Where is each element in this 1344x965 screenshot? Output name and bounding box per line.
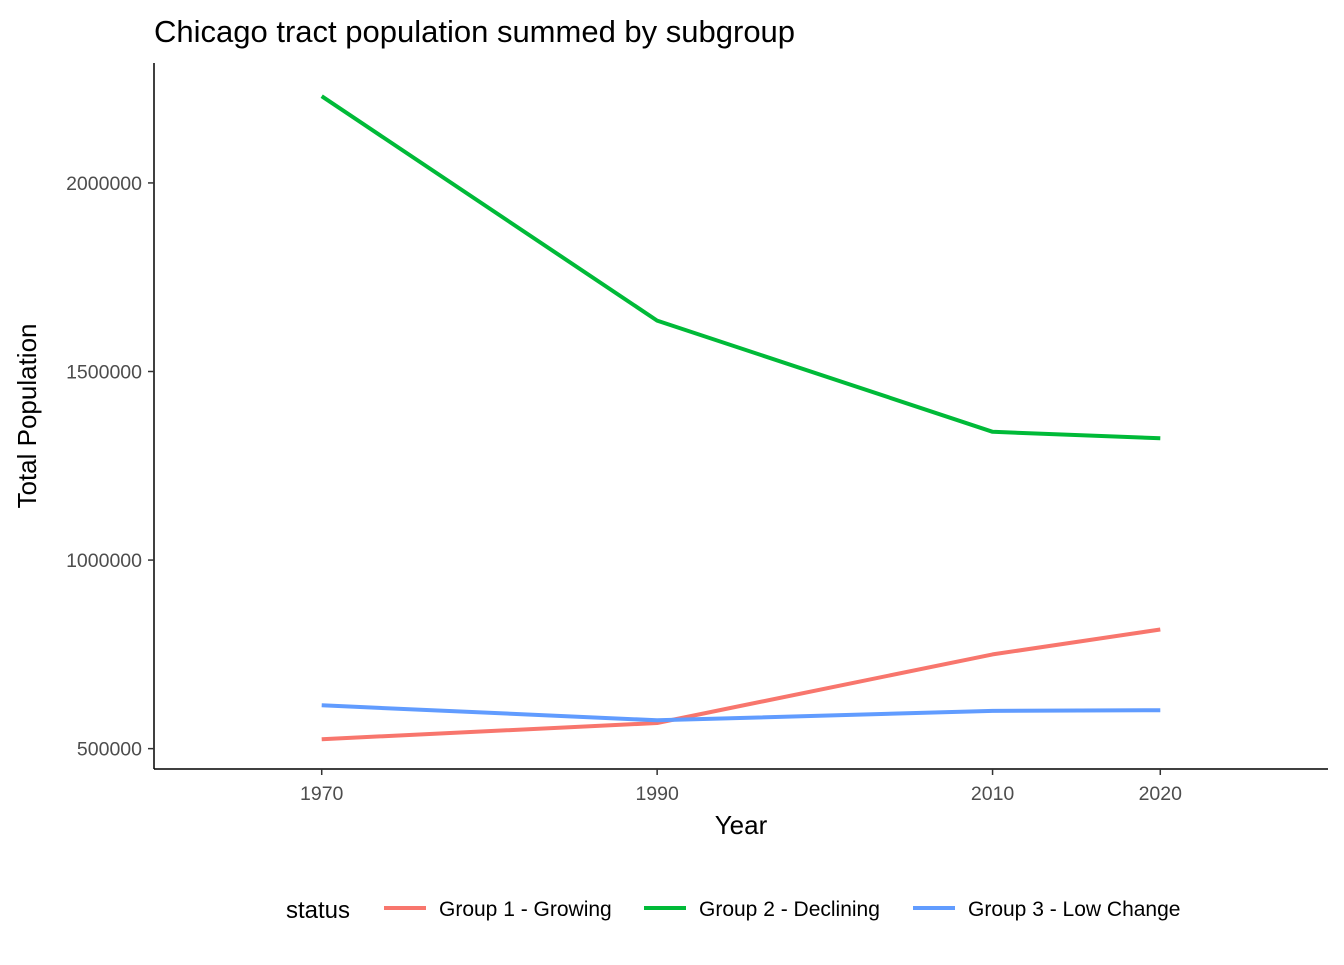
x-axis-ticks: 1970 1990 2010 2020 xyxy=(300,769,1182,805)
y-tick-label: 1500000 xyxy=(66,361,142,383)
plot-lines xyxy=(320,94,1161,742)
series-line-group-1-growing xyxy=(321,627,1161,742)
legend: status Group 1 - Growing Group 2 - Declin… xyxy=(286,897,1180,924)
y-tick-label: 1000000 xyxy=(66,550,142,572)
y-axis-title: Total Population xyxy=(12,323,42,508)
legend-label: Group 1 - Growing xyxy=(439,898,612,921)
y-tick-label: 2000000 xyxy=(66,173,142,195)
legend-label: Group 2 - Declining xyxy=(699,898,880,921)
chart-title: Chicago tract population summed by subgr… xyxy=(154,14,795,49)
x-tick-label: 2020 xyxy=(1139,783,1183,805)
x-tick-label: 2010 xyxy=(971,783,1015,805)
y-tick-label: 500000 xyxy=(77,739,142,761)
legend-label: Group 3 - Low Change xyxy=(968,898,1180,921)
x-tick-label: 1970 xyxy=(300,783,344,805)
legend-title: status xyxy=(286,897,350,924)
x-tick-label: 1990 xyxy=(635,783,679,805)
y-axis-ticks: 500000 1000000 1500000 2000000 xyxy=(66,173,154,761)
x-axis-title: Year xyxy=(715,810,768,840)
series-line-group-2-declining xyxy=(320,94,1161,441)
series-line-group-3-low-change xyxy=(321,703,1161,723)
